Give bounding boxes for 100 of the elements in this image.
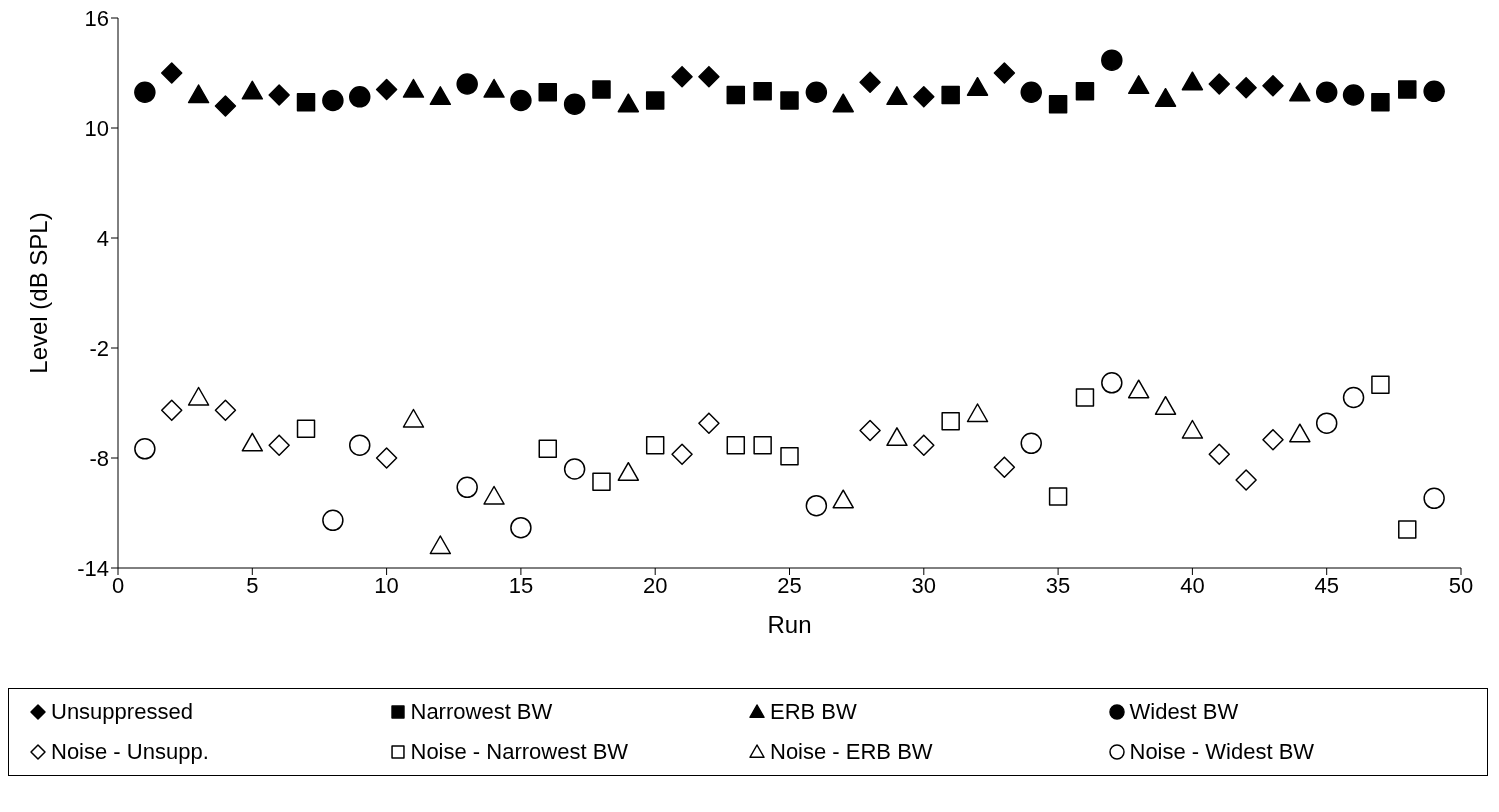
point [753,82,772,101]
point [913,86,935,108]
point [1235,76,1257,99]
point [780,91,799,110]
point [483,78,505,98]
point [268,84,290,106]
point [563,458,586,480]
point [1315,81,1338,103]
point [429,86,452,106]
point [160,399,183,422]
point [241,80,264,100]
x-tick-label: 0 [111,572,125,598]
point [886,427,908,447]
point [886,86,908,106]
point [671,443,693,466]
point [187,84,210,104]
point [483,485,505,505]
point [134,438,156,460]
point [1342,386,1365,409]
y-tick-label: 10 [84,115,109,141]
x-tick-label: 5 [246,572,259,598]
point [1020,81,1042,103]
point [698,412,720,434]
legend-label: Noise - Widest BW [1129,739,1315,765]
point [1289,423,1311,443]
point [241,432,264,452]
point [993,456,1016,478]
point [1289,82,1311,102]
point [1262,428,1284,451]
point [993,62,1016,84]
point [832,93,854,113]
legend-label: Noise - Narrowest BW [410,739,629,765]
x-tick-label: 40 [1180,572,1205,598]
point [966,403,989,423]
point [1048,94,1068,114]
point [941,85,960,105]
point [160,62,183,84]
point [1181,71,1204,91]
point [1423,80,1445,103]
point [322,509,344,532]
y-tick-label: 4 [96,225,109,251]
point [645,435,665,455]
legend-label: Unsuppressed [51,699,193,725]
x-tick-label: 10 [374,572,399,598]
point [1315,412,1338,434]
point [1235,469,1257,491]
y-axis-title: Level (dB SPL) [24,212,52,374]
x-tick-label: 25 [777,572,802,598]
point [1101,49,1123,71]
point [322,89,344,112]
x-tick-label: 20 [642,572,668,598]
point [1208,73,1231,95]
point [859,419,881,442]
point [1154,395,1177,415]
point [805,494,828,517]
point [1371,375,1390,394]
point [402,408,425,428]
point [510,89,532,112]
legend-label: Noise - Unsupp. [51,739,209,765]
point [402,78,425,98]
x-tick-label: 35 [1045,572,1071,598]
point [538,83,558,102]
x-axis-title: Run [767,611,812,638]
point [913,434,935,456]
y-tick-label: 16 [84,5,109,31]
x-tick-label: 45 [1314,572,1339,598]
point [268,434,290,456]
point [1398,520,1417,539]
point [1075,82,1095,101]
point [187,386,210,406]
point [1075,388,1095,407]
point [726,435,746,455]
point [617,461,640,481]
point [832,489,854,509]
point [671,65,693,88]
point [753,435,772,455]
point [296,93,316,112]
point [1398,80,1417,99]
point [1342,84,1365,106]
legend-label: Noise - ERB BW [770,739,933,765]
point [214,95,237,117]
point [1423,487,1445,510]
point [510,516,532,539]
point [645,91,665,110]
point [1154,87,1177,107]
y-tick-label: -2 [89,335,109,361]
point [375,447,398,469]
legend-label: Widest BW [1129,699,1239,725]
legend-label: Narrowest BW [410,699,553,725]
point [1127,379,1150,399]
point [348,86,371,108]
point [698,65,720,88]
point [134,81,156,103]
x-tick-label: 50 [1448,572,1474,598]
point [538,439,558,459]
point [859,71,881,93]
point [1208,443,1231,466]
point [805,81,828,103]
point [429,535,452,555]
point [563,93,586,115]
